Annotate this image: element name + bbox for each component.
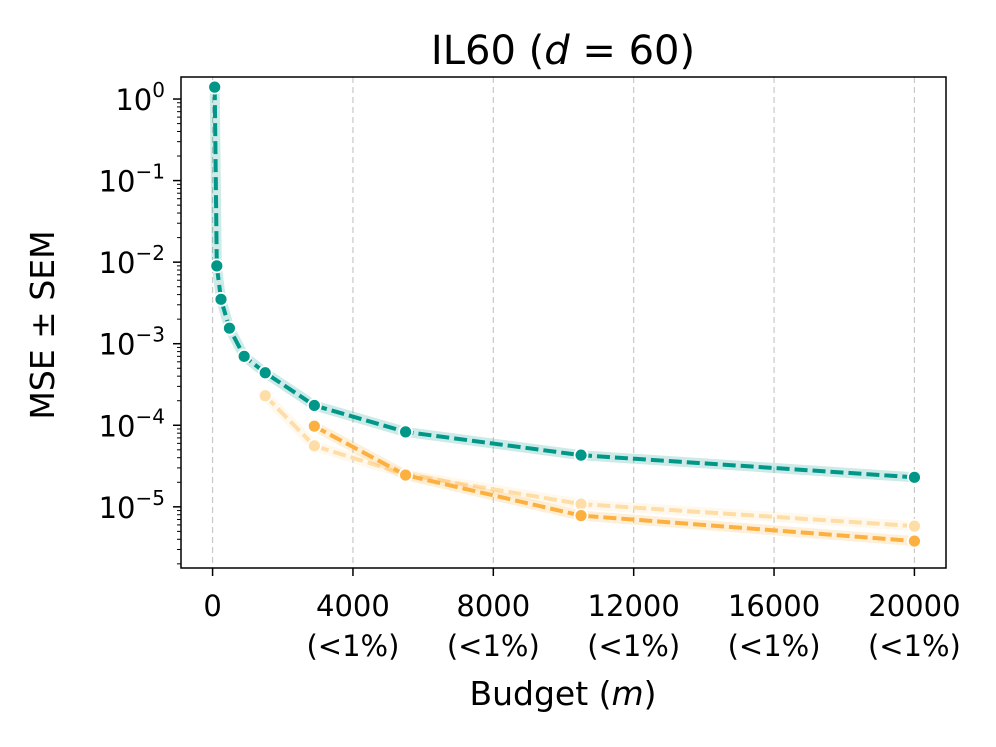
x-tick-sublabel: (<1%): [447, 629, 540, 663]
data-point: [398, 467, 413, 483]
data-point: [573, 508, 589, 524]
x-tick-label: 4000: [316, 589, 390, 623]
data-point: [257, 365, 273, 381]
x-tick-sublabel: (<1%): [587, 629, 680, 663]
x-tick-label: 12000: [588, 589, 680, 623]
x-tick-sublabel: (<1%): [306, 629, 399, 663]
data-point: [207, 79, 223, 95]
data-point: [222, 320, 237, 336]
series-layer: [207, 79, 922, 549]
series-orange-line: [313, 424, 915, 544]
y-axis: 100 10−1 10−2 10−3 10−4 10−5: [99, 78, 181, 565]
series-teal: [207, 79, 922, 485]
chart-title: IL60 (d = 60): [431, 28, 695, 74]
y-tick-label: 100: [115, 78, 165, 117]
data-point: [306, 418, 322, 434]
data-point: [907, 469, 922, 485]
data-point: [907, 533, 922, 549]
data-point: [236, 348, 252, 364]
x-tick-label: 8000: [456, 589, 530, 623]
x-tick-sublabel: (<1%): [868, 629, 961, 663]
y-tick-label: 10−1: [99, 160, 165, 199]
data-point: [398, 424, 413, 440]
x-tick-label: 0: [203, 589, 221, 623]
x-axis-label: Budget (m): [469, 674, 656, 713]
chart-title-var: d: [544, 28, 570, 74]
y-tick-label: 10−3: [99, 323, 165, 362]
data-point: [209, 258, 225, 274]
y-tick-label: 10−4: [99, 404, 165, 443]
x-axis: 0 4000 (<1%) 8000 (<1%) 12000 (<1%) 16000 (<1%) 2…: [203, 568, 961, 663]
y-tick-label: 10−2: [99, 241, 165, 280]
x-tick-sublabel: (<1%): [728, 629, 821, 663]
y-axis-label: MSE ± SEM: [23, 230, 62, 419]
x-grid: [211, 77, 916, 568]
x-tick-label: 16000: [728, 589, 820, 623]
data-point: [306, 398, 322, 413]
data-point: [213, 291, 229, 307]
data-point: [573, 447, 589, 463]
plot-frame: [180, 76, 947, 569]
series-orange: [306, 418, 922, 549]
data-point: [306, 438, 322, 454]
data-point: [907, 518, 922, 534]
series-teal-line: [212, 87, 915, 480]
x-tick-label: 20000: [868, 589, 960, 623]
data-point: [257, 388, 273, 404]
y-tick-label: 10−5: [99, 486, 165, 525]
